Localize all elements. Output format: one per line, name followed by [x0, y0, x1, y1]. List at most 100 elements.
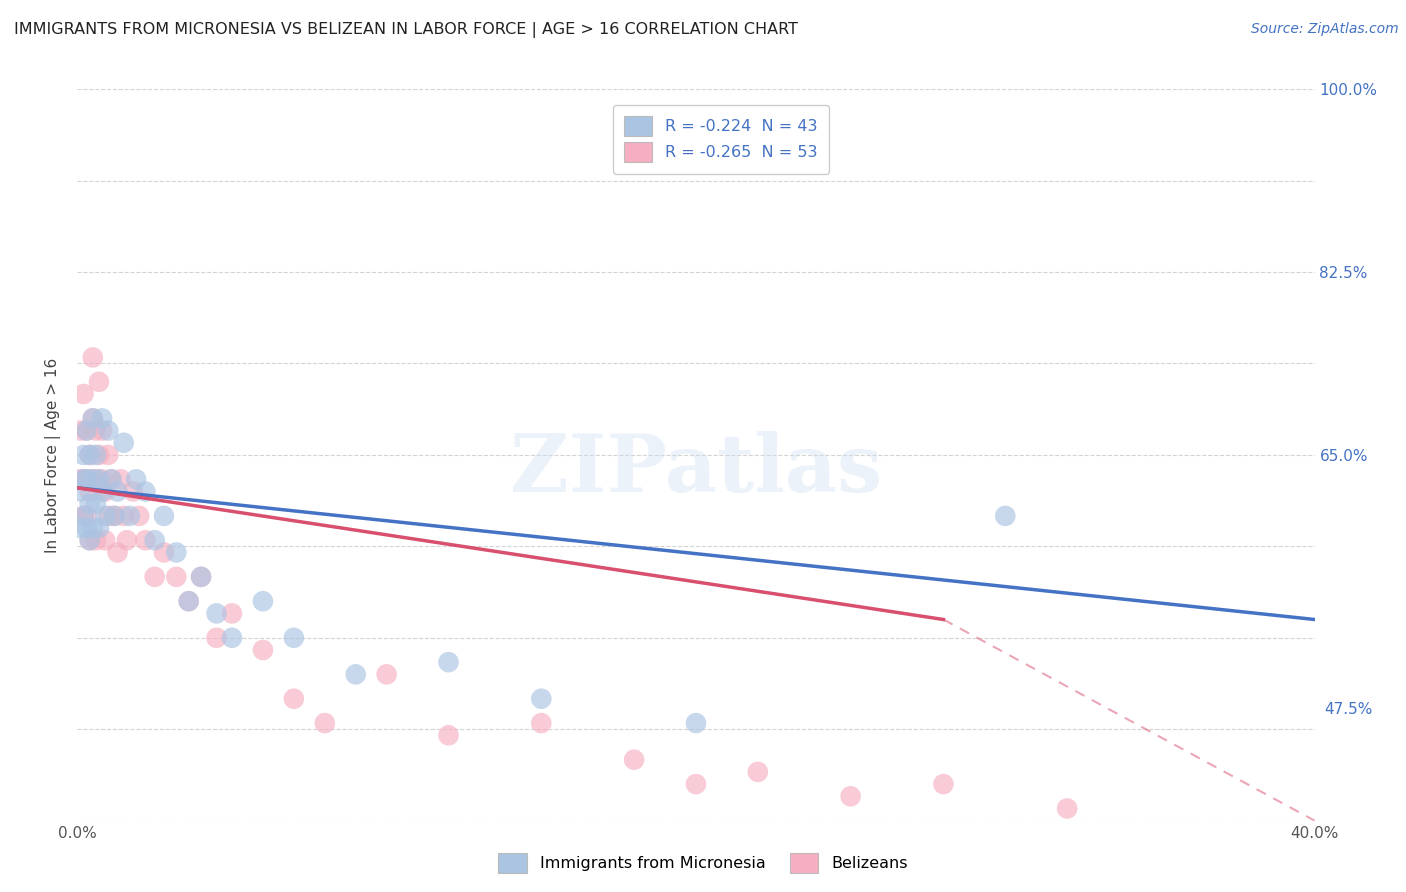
Point	[97, 424, 120, 438]
Point	[72, 387, 94, 401]
Point	[84, 448, 107, 462]
Point	[190, 570, 212, 584]
Point	[112, 435, 135, 450]
Point	[94, 484, 117, 499]
Point	[79, 448, 101, 462]
Point	[69, 424, 91, 438]
Point	[221, 607, 243, 621]
Point	[69, 472, 91, 486]
Point	[437, 728, 460, 742]
Point	[79, 533, 101, 548]
Point	[103, 508, 125, 523]
Point	[530, 691, 553, 706]
Point	[76, 521, 98, 535]
Point	[103, 508, 125, 523]
Point	[76, 424, 98, 438]
Point	[165, 570, 187, 584]
Point	[128, 508, 150, 523]
Point	[112, 508, 135, 523]
Point	[283, 691, 305, 706]
Point	[82, 472, 104, 486]
Point	[76, 424, 98, 438]
Point	[252, 643, 274, 657]
Point	[94, 508, 117, 523]
Point	[110, 472, 132, 486]
Point	[79, 448, 101, 462]
Point	[94, 533, 117, 548]
Point	[87, 448, 110, 462]
Point	[530, 716, 553, 731]
Point	[84, 497, 107, 511]
Point	[82, 411, 104, 425]
Point	[437, 655, 460, 669]
Point	[107, 484, 129, 499]
Point	[177, 594, 200, 608]
Point	[685, 777, 707, 791]
Point	[165, 545, 187, 559]
Point	[91, 411, 114, 425]
Point	[134, 484, 156, 499]
Point	[314, 716, 336, 731]
Point	[932, 777, 955, 791]
Point	[72, 448, 94, 462]
Point	[994, 508, 1017, 523]
Point	[221, 631, 243, 645]
Point	[143, 570, 166, 584]
Point	[72, 472, 94, 486]
Point	[122, 484, 145, 499]
Point	[118, 508, 141, 523]
Point	[205, 631, 228, 645]
Point	[87, 472, 110, 486]
Point	[1056, 801, 1078, 815]
Text: Source: ZipAtlas.com: Source: ZipAtlas.com	[1251, 22, 1399, 37]
Point	[97, 448, 120, 462]
Point	[97, 508, 120, 523]
Point	[190, 570, 212, 584]
Point	[84, 472, 107, 486]
Text: IMMIGRANTS FROM MICRONESIA VS BELIZEAN IN LABOR FORCE | AGE > 16 CORRELATION CHA: IMMIGRANTS FROM MICRONESIA VS BELIZEAN I…	[14, 22, 799, 38]
Point	[623, 753, 645, 767]
Point	[79, 533, 101, 548]
Point	[76, 472, 98, 486]
Point	[79, 484, 101, 499]
Point	[205, 607, 228, 621]
Legend: Immigrants from Micronesia, Belizeans: Immigrants from Micronesia, Belizeans	[492, 847, 914, 880]
Point	[79, 497, 101, 511]
Point	[82, 411, 104, 425]
Point	[72, 472, 94, 486]
Point	[115, 533, 138, 548]
Point	[153, 508, 176, 523]
Text: ZIPatlas: ZIPatlas	[510, 431, 882, 508]
Point	[91, 424, 114, 438]
Point	[375, 667, 398, 681]
Point	[153, 545, 176, 559]
Point	[69, 484, 91, 499]
Point	[177, 594, 200, 608]
Point	[344, 667, 367, 681]
Point	[72, 508, 94, 523]
Text: 47.5%: 47.5%	[1324, 702, 1372, 716]
Point	[283, 631, 305, 645]
Point	[82, 472, 104, 486]
Point	[100, 472, 122, 486]
Point	[84, 533, 107, 548]
Point	[91, 472, 114, 486]
Point	[107, 545, 129, 559]
Point	[252, 594, 274, 608]
Point	[747, 764, 769, 779]
Point	[91, 484, 114, 499]
Point	[143, 533, 166, 548]
Point	[125, 472, 148, 486]
Point	[76, 508, 98, 523]
Point	[84, 424, 107, 438]
Point	[685, 716, 707, 731]
Point	[87, 375, 110, 389]
Point	[839, 789, 862, 804]
Point	[76, 472, 98, 486]
Point	[134, 533, 156, 548]
Point	[100, 472, 122, 486]
Legend: R = -0.224  N = 43, R = -0.265  N = 53: R = -0.224 N = 43, R = -0.265 N = 53	[613, 104, 830, 174]
Point	[82, 521, 104, 535]
Point	[82, 351, 104, 365]
Point	[69, 521, 91, 535]
